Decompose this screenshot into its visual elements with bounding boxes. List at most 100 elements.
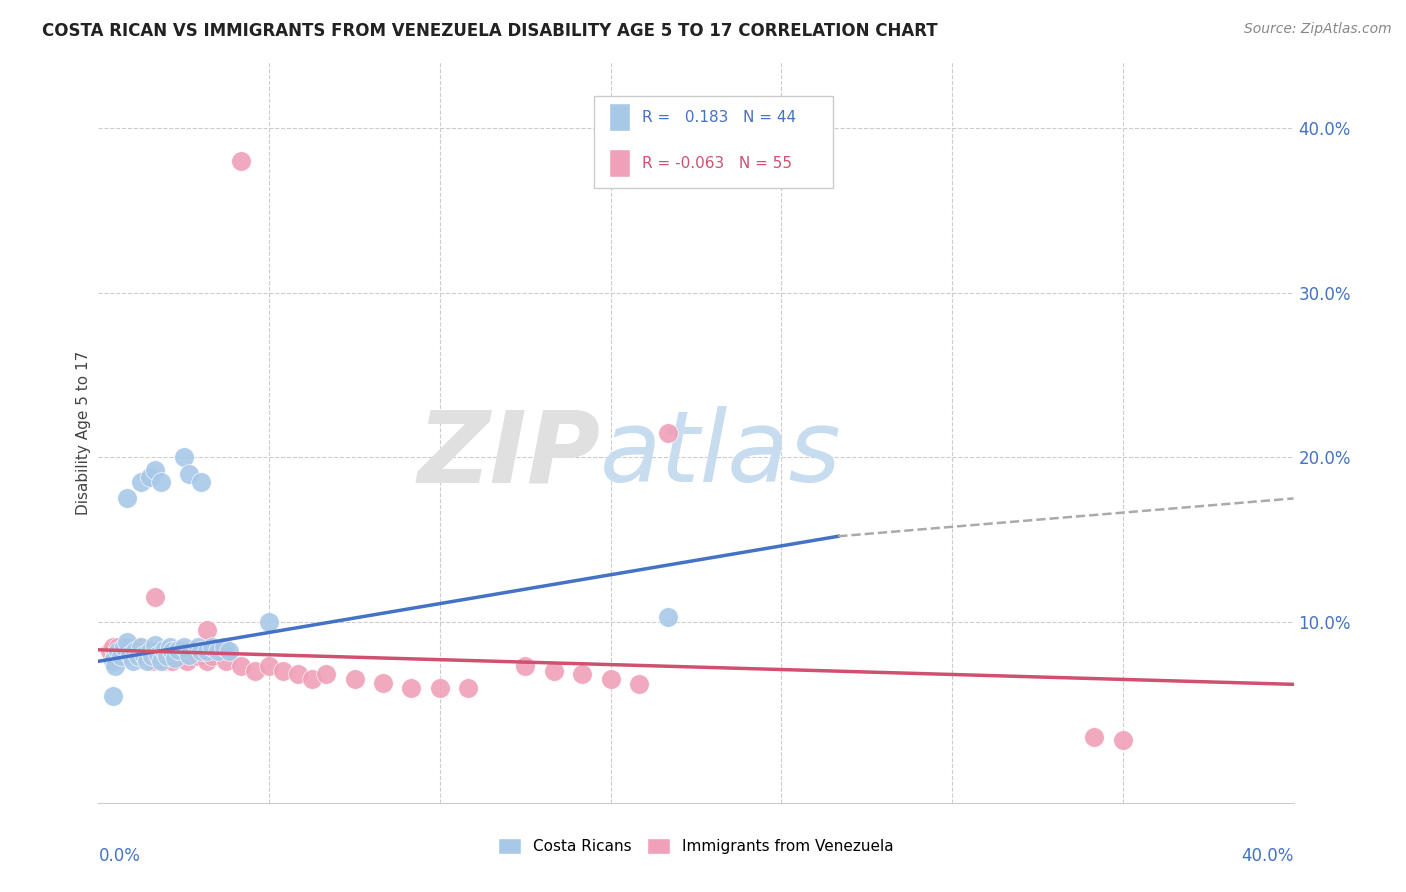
Point — [162, 654, 184, 668]
Point — [159, 649, 181, 664]
Point — [515, 659, 537, 673]
Point — [143, 644, 166, 658]
Point — [132, 648, 155, 662]
Point — [218, 644, 240, 658]
Point — [150, 644, 173, 658]
Point — [429, 681, 451, 695]
Point — [101, 654, 124, 668]
Point — [628, 677, 651, 691]
Point — [287, 667, 309, 681]
Point — [1112, 733, 1135, 747]
Point — [138, 470, 160, 484]
Point — [156, 644, 179, 658]
Point — [115, 640, 138, 654]
Point — [118, 648, 141, 662]
Point — [571, 667, 593, 681]
Point — [153, 654, 176, 668]
Point — [115, 491, 138, 506]
Point — [110, 644, 132, 658]
Point — [150, 475, 173, 489]
Point — [107, 644, 129, 658]
Point — [156, 649, 179, 664]
Point — [98, 644, 121, 658]
Point — [343, 673, 366, 687]
Point — [315, 667, 337, 681]
Point — [129, 475, 152, 489]
Point — [148, 648, 170, 662]
Point — [181, 644, 204, 658]
Point — [173, 450, 195, 465]
Point — [371, 675, 394, 690]
Point — [179, 648, 201, 662]
Point — [209, 644, 232, 658]
Point — [229, 154, 252, 169]
Point — [173, 640, 195, 654]
Bar — [609, 103, 630, 131]
Point — [401, 681, 423, 695]
Point — [104, 649, 127, 664]
Point — [173, 644, 195, 658]
Point — [141, 649, 163, 664]
Point — [167, 649, 190, 664]
Point — [201, 649, 224, 664]
Point — [187, 649, 209, 664]
Point — [212, 640, 235, 654]
Point — [112, 640, 135, 654]
Point — [195, 654, 218, 668]
Text: R =   0.183   N = 44: R = 0.183 N = 44 — [643, 110, 796, 125]
Point — [115, 634, 138, 648]
Point — [153, 642, 176, 657]
Point — [195, 623, 218, 637]
Point — [143, 463, 166, 477]
Point — [138, 644, 160, 658]
Point — [129, 649, 152, 664]
Point — [159, 640, 181, 654]
Point — [176, 654, 198, 668]
Point — [127, 649, 149, 664]
Point — [243, 664, 266, 678]
Point — [104, 659, 127, 673]
Point — [190, 644, 212, 658]
Point — [1083, 730, 1105, 744]
Point — [121, 654, 143, 668]
Text: COSTA RICAN VS IMMIGRANTS FROM VENEZUELA DISABILITY AGE 5 TO 17 CORRELATION CHAR: COSTA RICAN VS IMMIGRANTS FROM VENEZUELA… — [42, 22, 938, 40]
Point — [121, 644, 143, 658]
Text: 0.0%: 0.0% — [98, 847, 141, 865]
Point — [107, 640, 129, 654]
Point — [657, 610, 679, 624]
Point — [124, 644, 146, 658]
Point — [112, 649, 135, 664]
Point — [257, 615, 280, 629]
Point — [129, 640, 152, 654]
Point — [132, 644, 155, 658]
Point — [143, 590, 166, 604]
Point — [207, 644, 229, 658]
Point — [301, 673, 323, 687]
Point — [190, 475, 212, 489]
Point — [257, 659, 280, 673]
Text: ZIP: ZIP — [418, 407, 600, 503]
Point — [187, 640, 209, 654]
Point — [135, 654, 157, 668]
Point — [101, 640, 124, 654]
Text: R = -0.063   N = 55: R = -0.063 N = 55 — [643, 156, 792, 170]
Point — [143, 638, 166, 652]
Point — [273, 664, 295, 678]
Point — [150, 654, 173, 668]
Point — [179, 467, 201, 481]
Point — [229, 659, 252, 673]
Point — [110, 649, 132, 664]
Point — [599, 673, 621, 687]
Text: Source: ZipAtlas.com: Source: ZipAtlas.com — [1244, 22, 1392, 37]
Point — [135, 649, 157, 664]
Point — [148, 649, 170, 664]
Point — [162, 644, 184, 658]
Text: 40.0%: 40.0% — [1241, 847, 1294, 865]
Y-axis label: Disability Age 5 to 17: Disability Age 5 to 17 — [76, 351, 91, 515]
Point — [138, 644, 160, 658]
Point — [457, 681, 479, 695]
Point — [167, 642, 190, 657]
Point — [543, 664, 565, 678]
Point — [201, 640, 224, 654]
Text: atlas: atlas — [600, 407, 842, 503]
